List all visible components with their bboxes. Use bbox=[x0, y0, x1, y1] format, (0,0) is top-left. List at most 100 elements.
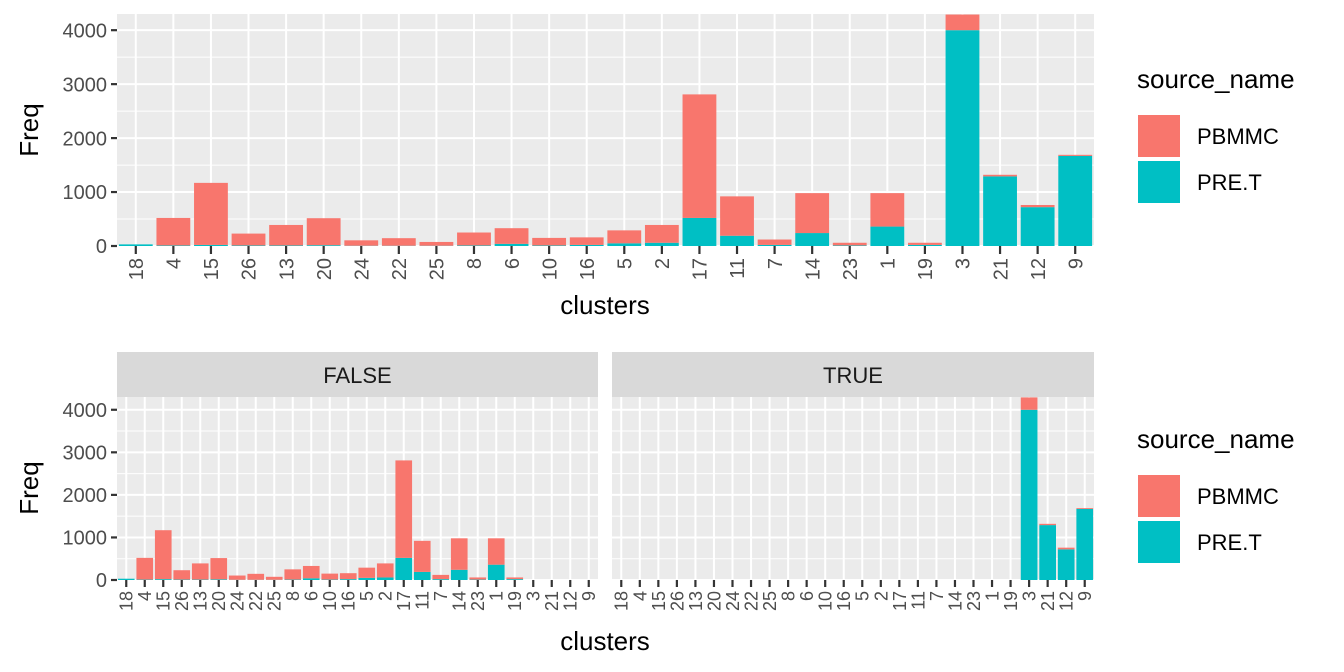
bar-pre-t-9 bbox=[1058, 155, 1093, 246]
y-axis-title: Freq bbox=[14, 103, 44, 156]
bar-pre-t-15 bbox=[154, 579, 172, 580]
legend-label: PBMMC bbox=[1197, 484, 1279, 509]
bar-pre-t-3 bbox=[1020, 409, 1038, 580]
x-tick-label: 4 bbox=[164, 258, 186, 269]
x-tick-label: 11 bbox=[413, 591, 433, 610]
panel-background bbox=[612, 397, 1094, 580]
bar-pre-t-18 bbox=[118, 244, 153, 246]
panel-background bbox=[117, 397, 598, 580]
bar-pre-t-12 bbox=[1057, 549, 1075, 580]
bar-pre-t-18 bbox=[117, 578, 135, 580]
bar-pbmmc-9 bbox=[1058, 154, 1093, 156]
facet-strip-true bbox=[612, 352, 1094, 397]
x-axis-title: clusters bbox=[560, 626, 650, 656]
x-tick-label: 2 bbox=[871, 591, 891, 601]
bar-pbmmc-10 bbox=[321, 573, 339, 580]
facet-strip-label: FALSE bbox=[323, 363, 391, 388]
x-tick-label: 3 bbox=[1020, 591, 1040, 601]
bar-pre-t-1 bbox=[870, 226, 905, 246]
bar-pre-t-7 bbox=[757, 244, 792, 246]
bar-pbmmc-22 bbox=[381, 238, 416, 246]
bar-pbmmc-14 bbox=[795, 193, 830, 234]
x-tick-label: 6 bbox=[502, 258, 524, 269]
bar-pbmmc-13 bbox=[191, 563, 209, 580]
x-tick-label: 11 bbox=[727, 258, 749, 279]
bar-pre-t-2 bbox=[376, 577, 394, 580]
x-tick-label: 16 bbox=[834, 591, 854, 611]
x-tick-label: 9 bbox=[1075, 591, 1095, 601]
x-tick-label: 22 bbox=[389, 258, 411, 280]
panel-facet-true: 1841526132024222586101652171171423119321… bbox=[612, 397, 1095, 611]
bar-pbmmc-5 bbox=[607, 230, 642, 244]
x-tick-label: 11 bbox=[908, 591, 928, 610]
bar-pre-t-13 bbox=[269, 245, 304, 246]
bar-pre-t-14 bbox=[795, 233, 830, 246]
x-tick-label: 20 bbox=[209, 591, 229, 611]
bar-pbmmc-17 bbox=[395, 460, 413, 558]
x-tick-label: 3 bbox=[524, 591, 544, 601]
bar-pbmmc-25 bbox=[265, 576, 283, 580]
bar-pre-t-21 bbox=[1039, 525, 1056, 580]
x-tick-label: 12 bbox=[1028, 258, 1050, 280]
bar-pbmmc-13 bbox=[269, 224, 304, 246]
bar-pre-t-15 bbox=[194, 244, 228, 246]
x-tick-label: 9 bbox=[579, 591, 599, 601]
y-tick-label: 0 bbox=[96, 236, 107, 258]
y-axis-title: Freq bbox=[14, 461, 44, 514]
bar-pbmmc-1 bbox=[870, 193, 905, 227]
bar-pre-t-12 bbox=[1020, 207, 1055, 246]
x-tick-label: 1 bbox=[487, 591, 507, 601]
x-tick-label: 23 bbox=[468, 591, 488, 611]
bar-pbmmc-16 bbox=[569, 237, 604, 245]
bar-pbmmc-7 bbox=[432, 574, 450, 580]
y-tick-label: 3000 bbox=[63, 443, 108, 465]
facet-strip-false bbox=[117, 352, 598, 397]
x-tick-label: 21 bbox=[990, 258, 1012, 280]
bar-pre-t-14 bbox=[450, 569, 468, 580]
bar-pre-t-6 bbox=[302, 578, 320, 580]
y-tick-label: 1000 bbox=[63, 182, 108, 204]
x-tick-label: 22 bbox=[742, 591, 762, 611]
x-tick-label: 19 bbox=[1001, 591, 1021, 611]
x-tick-label: 4 bbox=[135, 591, 155, 601]
x-tick-label: 8 bbox=[779, 591, 799, 601]
bar-pbmmc-15 bbox=[194, 182, 228, 245]
bar-pbmmc-4 bbox=[156, 217, 191, 246]
bar-pre-t-8 bbox=[457, 245, 491, 246]
legend-key-border bbox=[1136, 473, 1182, 519]
bar-pre-t-3 bbox=[945, 30, 980, 246]
bar-pbmmc-5 bbox=[358, 567, 376, 578]
bar-pbmmc-4 bbox=[136, 557, 154, 580]
x-tick-label: 24 bbox=[351, 258, 373, 280]
bar-pbmmc-21 bbox=[1039, 523, 1056, 526]
y-tick-label: 2000 bbox=[63, 128, 108, 150]
bar-pbmmc-11 bbox=[413, 540, 431, 572]
x-tick-label: 9 bbox=[1065, 258, 1087, 269]
panel-background bbox=[117, 14, 1094, 246]
x-tick-label: 12 bbox=[561, 591, 581, 611]
x-tick-label: 16 bbox=[339, 591, 359, 611]
x-tick-label: 18 bbox=[612, 591, 632, 611]
bar-pre-t-19 bbox=[506, 579, 524, 580]
legend-key-pbmmc bbox=[1137, 474, 1181, 518]
bar-pre-t-26 bbox=[231, 245, 266, 246]
bar-pre-t-9 bbox=[1076, 508, 1094, 580]
x-tick-label: 7 bbox=[927, 591, 947, 601]
bar-pre-t-20 bbox=[210, 579, 228, 580]
bar-pbmmc-19 bbox=[907, 242, 942, 245]
bar-pbmmc-23 bbox=[469, 577, 487, 580]
x-tick-label: 13 bbox=[191, 591, 211, 611]
bar-pbmmc-15 bbox=[154, 530, 172, 580]
bar-pre-t-6 bbox=[494, 243, 529, 246]
x-tick-label: 25 bbox=[760, 591, 780, 611]
bar-pbmmc-10 bbox=[532, 237, 567, 246]
bar-pre-t-17 bbox=[395, 557, 413, 580]
x-tick-label: 17 bbox=[690, 258, 712, 280]
bar-pbmmc-12 bbox=[1057, 547, 1075, 550]
x-tick-label: 25 bbox=[427, 258, 449, 280]
bar-pbmmc-17 bbox=[682, 94, 717, 218]
legend-label: PRE.T bbox=[1197, 170, 1262, 195]
x-tick-label: 7 bbox=[431, 591, 451, 601]
x-tick-label: 4 bbox=[630, 591, 650, 601]
bar-pre-t-4 bbox=[156, 245, 191, 246]
